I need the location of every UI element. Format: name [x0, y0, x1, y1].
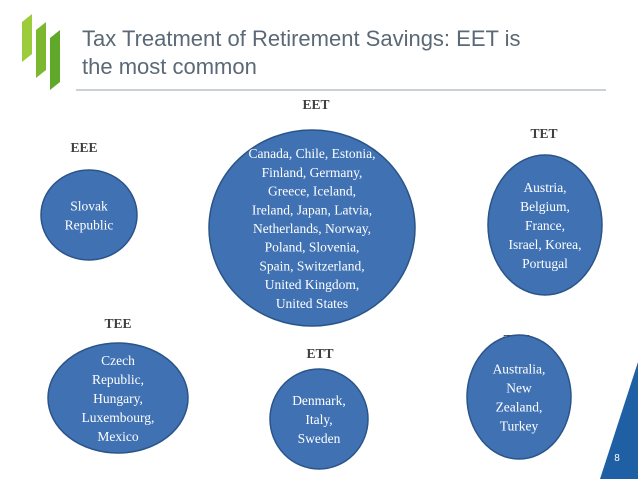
- logo: [22, 14, 60, 90]
- country-line: Republic,: [92, 372, 144, 387]
- country-line: Hungary,: [93, 391, 143, 406]
- country-line: Israel, Korea,: [508, 237, 581, 252]
- country-line: Australia,: [493, 362, 546, 377]
- country-bubble: [487, 154, 603, 296]
- country-line: Czech: [101, 353, 135, 368]
- country-line: Italy,: [305, 412, 332, 427]
- country-line: France,: [525, 218, 565, 233]
- page-number: 8: [614, 453, 620, 464]
- country-bubble: [466, 334, 572, 460]
- group-label: TET: [530, 126, 557, 141]
- group-label: EET: [302, 97, 329, 112]
- country-bubble: [40, 169, 138, 261]
- country-line: Greece, Iceland,: [268, 184, 356, 199]
- country-line: Poland, Slovenia,: [265, 240, 360, 255]
- country-line: Austria,: [523, 180, 566, 195]
- country-line: New: [506, 381, 532, 396]
- country-line: Zealand,: [496, 400, 543, 415]
- title-line: the most common: [82, 54, 257, 79]
- group-label: TEE: [104, 316, 131, 331]
- country-line: Netherlands, Norway,: [253, 221, 371, 236]
- country-line: Luxembourg,: [82, 410, 155, 425]
- country-line: Portugal: [522, 256, 568, 271]
- group-label: ETT: [306, 346, 333, 361]
- country-line: Ireland, Japan, Latvia,: [252, 202, 372, 217]
- corner-band: [600, 362, 638, 479]
- country-line: United Kingdom,: [265, 277, 360, 292]
- country-line: United States: [276, 296, 348, 311]
- country-line: Turkey: [500, 419, 539, 434]
- country-line: Denmark,: [292, 393, 346, 408]
- country-line: Sweden: [298, 431, 341, 446]
- group-label: EEE: [70, 140, 97, 155]
- country-line: Spain, Switzerland,: [259, 258, 364, 273]
- country-line: Slovak: [70, 199, 108, 214]
- country-line: Finland, Germany,: [262, 165, 363, 180]
- country-bubble: [47, 342, 189, 454]
- country-bubble: [208, 129, 416, 327]
- country-line: Canada, Chile, Estonia,: [248, 146, 375, 161]
- country-line: Belgium,: [520, 199, 570, 214]
- title-line: Tax Treatment of Retirement Savings: EET…: [82, 26, 521, 51]
- country-bubble: [269, 368, 369, 470]
- country-line: Republic: [65, 218, 114, 233]
- country-line: Mexico: [97, 429, 138, 444]
